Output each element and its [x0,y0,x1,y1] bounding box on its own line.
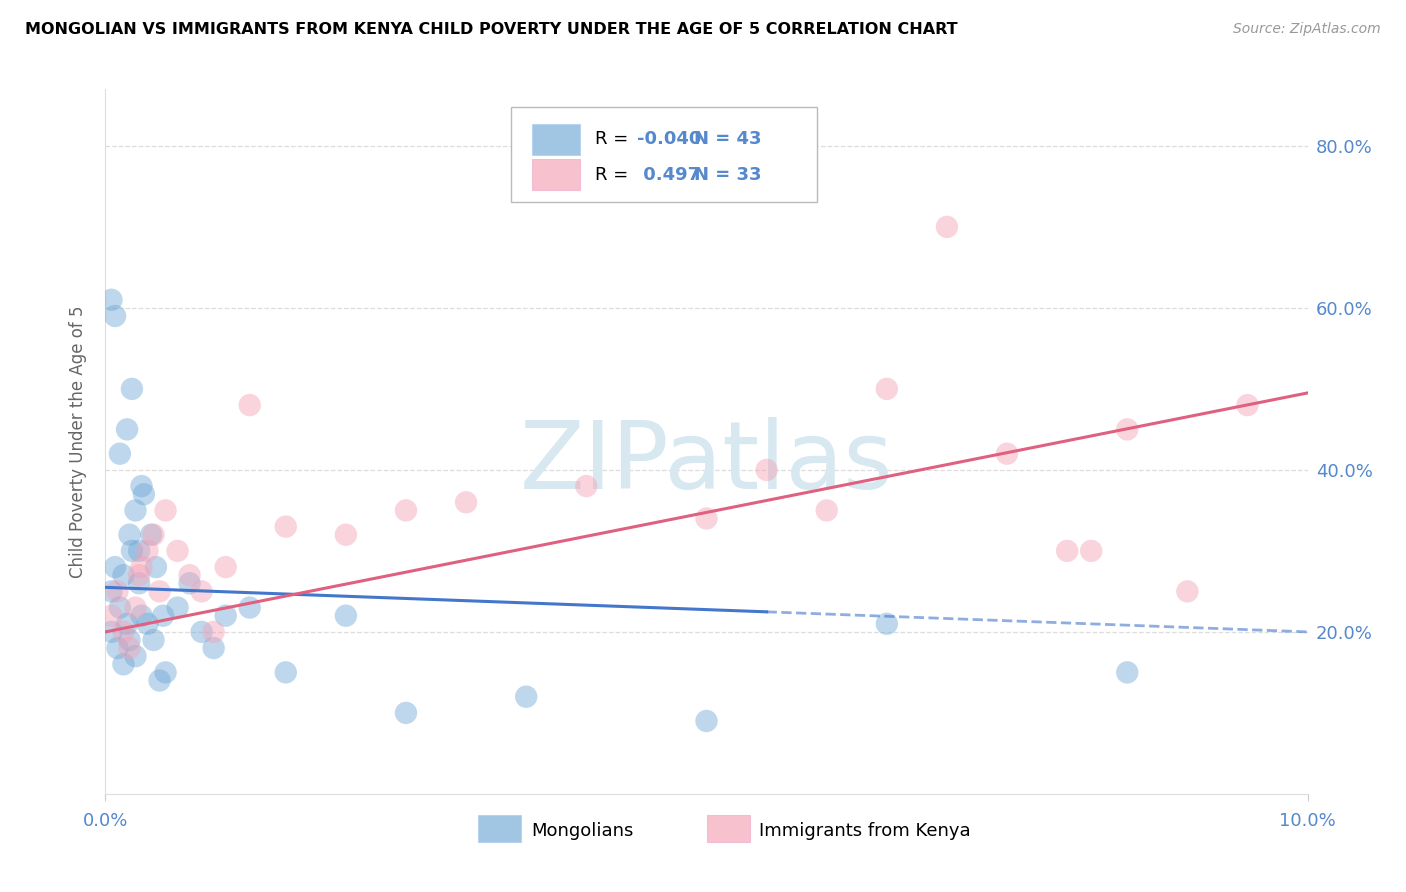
Point [142,632,165,647]
Point [995,447,1018,461]
Point [214,608,236,623]
Point [124,503,146,517]
Point [755,463,778,477]
Point [274,665,297,680]
Text: -0.040: -0.040 [637,130,702,148]
Point [876,616,898,631]
Point [239,600,262,615]
Point [118,632,141,647]
Point [112,657,135,672]
Point [239,398,262,412]
Point [115,616,138,631]
Text: N = 43: N = 43 [695,130,762,148]
Point [108,447,131,461]
Point [166,544,188,558]
Point [100,624,122,639]
Point [128,544,150,558]
Point [1116,422,1139,436]
Point [696,714,718,728]
FancyBboxPatch shape [510,107,817,202]
Text: Mongolians: Mongolians [531,822,633,839]
Point [145,560,167,574]
Point [128,568,150,582]
Point [121,544,143,558]
Point [100,608,122,623]
Point [118,641,141,656]
Point [155,665,177,680]
Point [104,560,127,574]
Point [214,560,236,574]
Point [139,527,162,541]
Point [131,560,153,574]
Point [696,511,718,525]
Point [1056,544,1078,558]
Point [148,584,170,599]
Point [179,576,201,591]
Point [136,616,159,631]
Point [395,706,418,720]
Point [100,293,122,307]
Text: Source: ZipAtlas.com: Source: ZipAtlas.com [1233,22,1381,37]
Point [108,600,131,615]
Point [1236,398,1258,412]
Point [575,479,598,493]
Text: R =: R = [595,166,634,184]
Point [815,503,838,517]
Point [100,584,122,599]
Point [121,382,143,396]
Point [148,673,170,688]
Point [274,519,297,533]
Bar [707,815,749,842]
Point [124,649,146,664]
Point [115,422,138,436]
Text: R =: R = [595,130,634,148]
Point [166,600,188,615]
Point [112,624,135,639]
Point [202,641,225,656]
Y-axis label: Child Poverty Under the Age of 5: Child Poverty Under the Age of 5 [69,305,87,578]
Text: ZIPatlas: ZIPatlas [520,417,893,508]
Point [1080,544,1102,558]
Bar [478,815,522,842]
Point [202,624,225,639]
Point [335,608,357,623]
Point [124,600,146,615]
Point [190,584,212,599]
Point [1177,584,1199,599]
Point [395,503,418,517]
Point [152,608,174,623]
Point [112,568,135,582]
Point [136,544,159,558]
Point [131,479,153,493]
Point [876,382,898,396]
Bar [533,159,581,190]
Point [155,503,177,517]
Point [107,584,129,599]
Point [335,527,357,541]
Point [1116,665,1139,680]
Text: N = 33: N = 33 [695,166,762,184]
Point [107,641,129,656]
Point [132,487,155,501]
Text: Immigrants from Kenya: Immigrants from Kenya [759,822,972,839]
Point [128,576,150,591]
Point [131,608,153,623]
Text: MONGOLIAN VS IMMIGRANTS FROM KENYA CHILD POVERTY UNDER THE AGE OF 5 CORRELATION : MONGOLIAN VS IMMIGRANTS FROM KENYA CHILD… [25,22,957,37]
Point [936,219,959,234]
Point [142,527,165,541]
Point [456,495,478,509]
Text: 0.497: 0.497 [637,166,700,184]
Point [104,309,127,323]
Point [190,624,212,639]
Point [515,690,537,704]
Bar [533,124,581,155]
Point [179,568,201,582]
Point [118,527,141,541]
